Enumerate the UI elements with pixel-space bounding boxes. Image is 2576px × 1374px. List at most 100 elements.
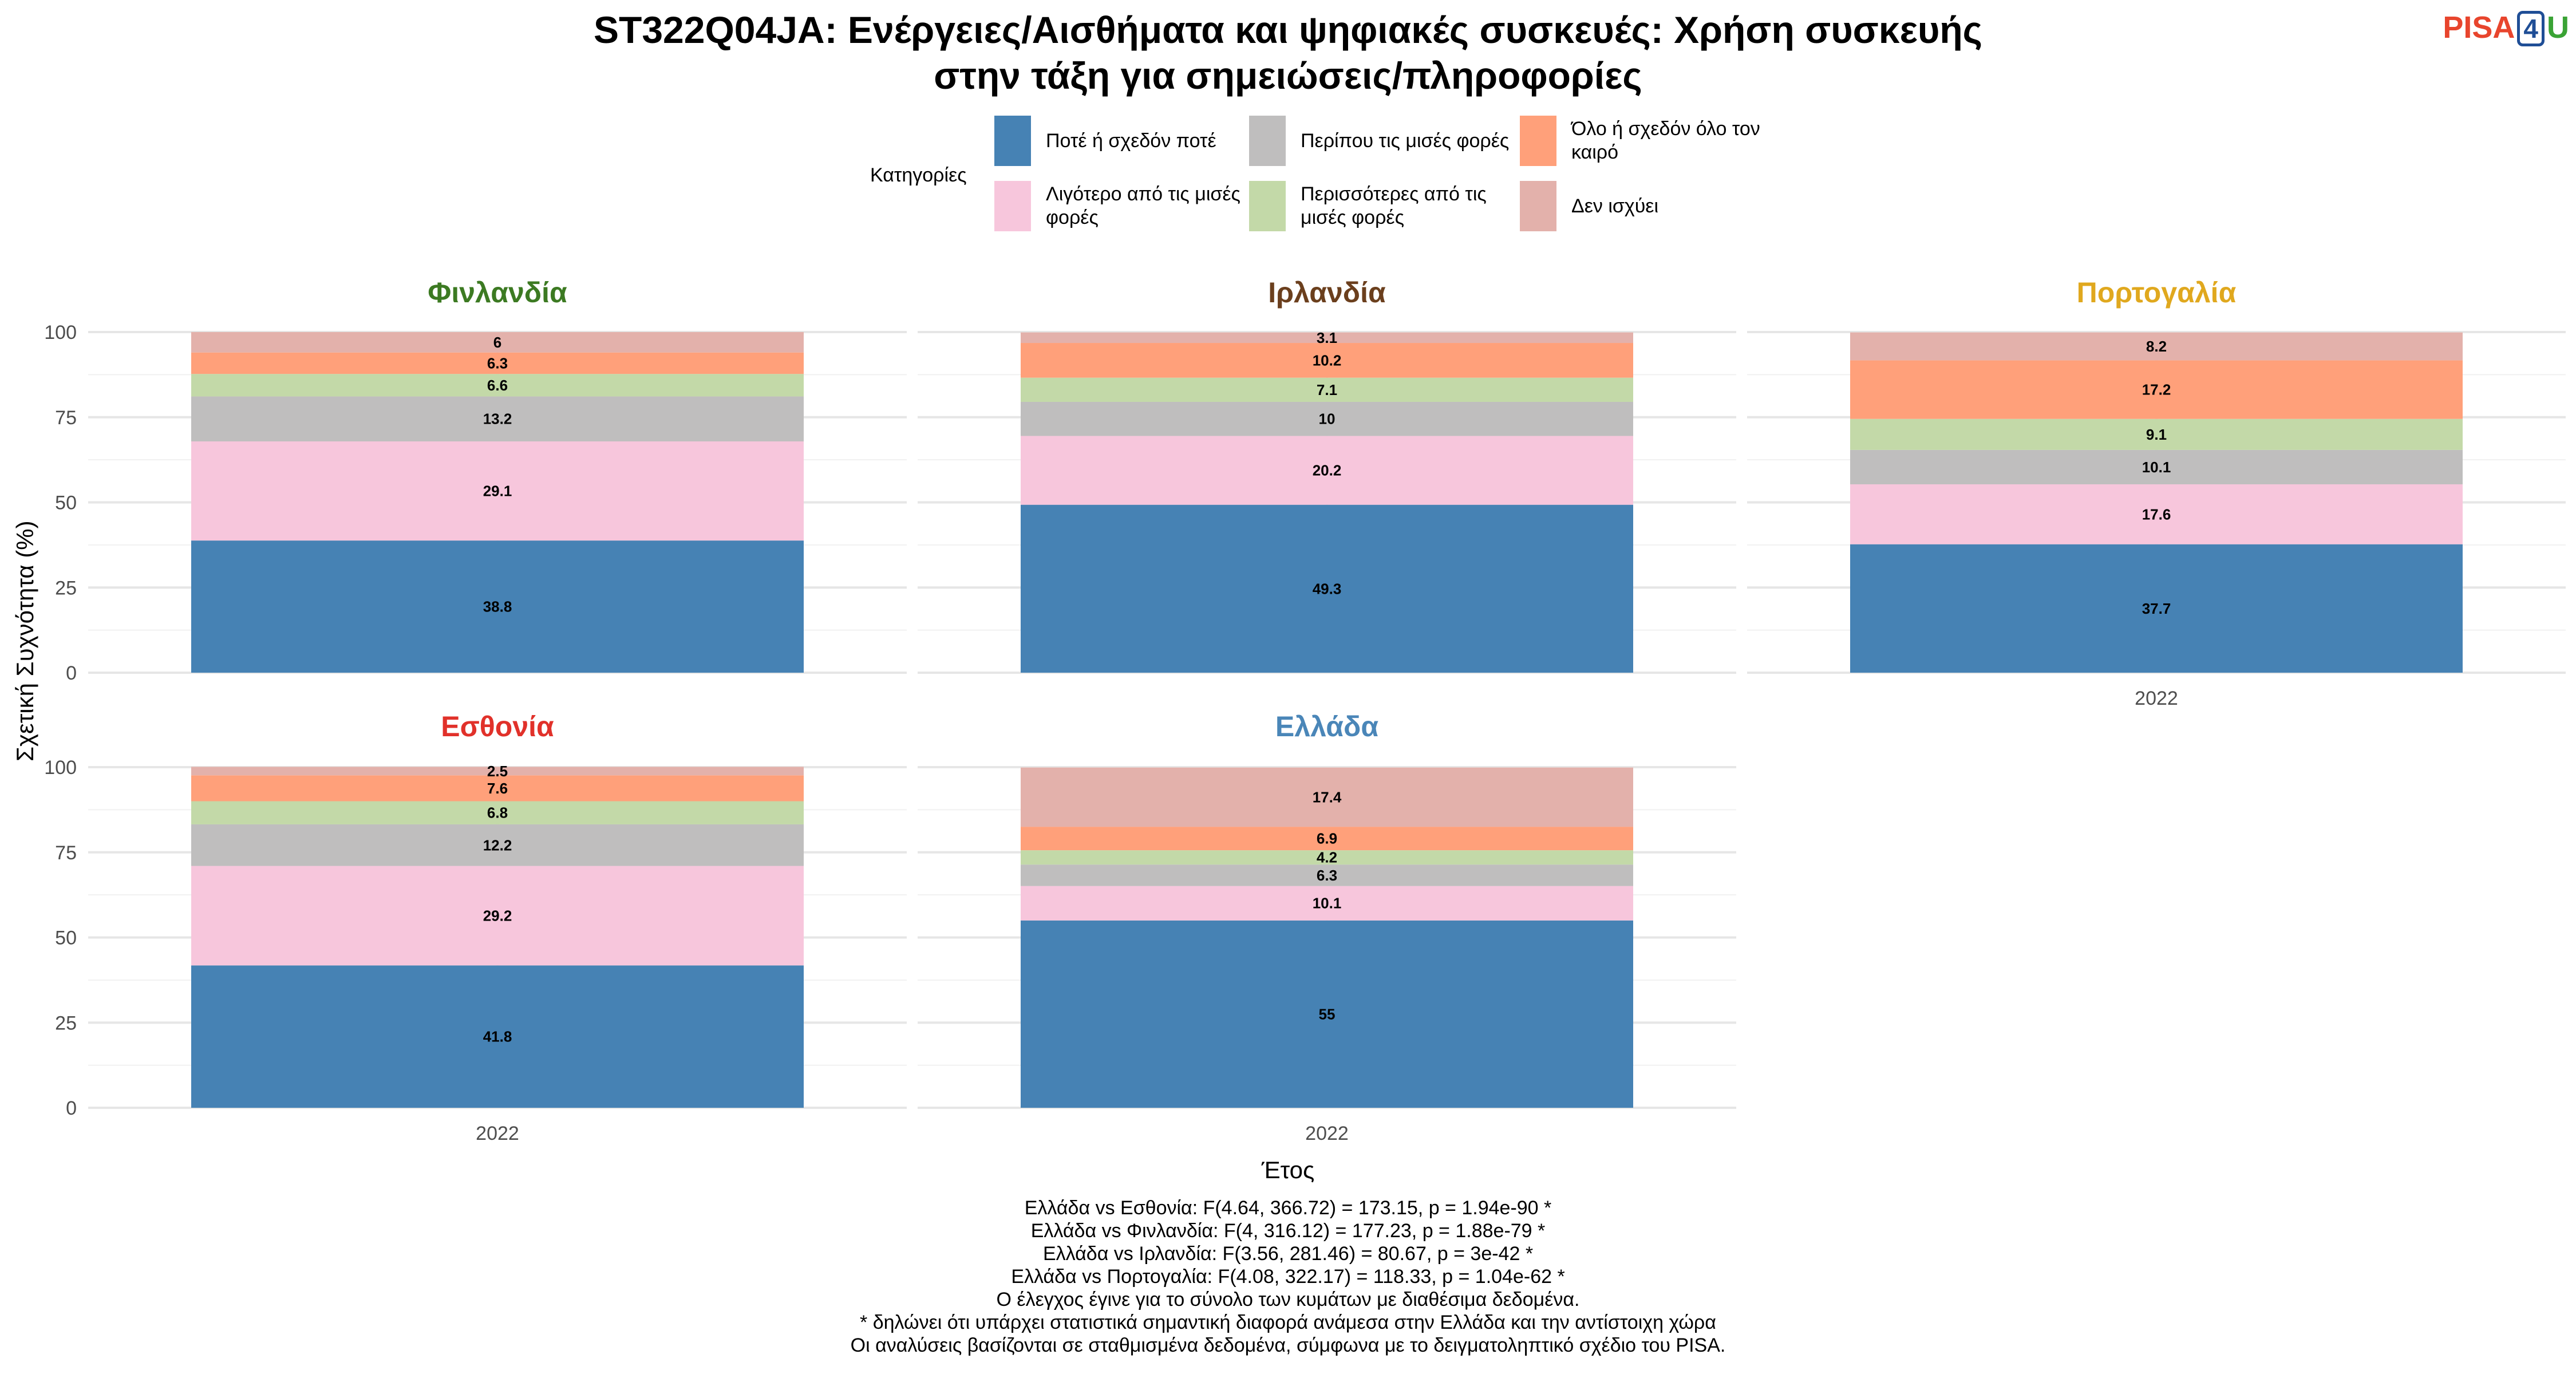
bar-segment-estonia-never [191,965,804,1108]
data-label-finland-more-than-half: 6.6 [487,377,508,394]
bar-segment-estonia-about-half [191,824,804,866]
y-tick-label: 0 [66,662,77,684]
data-label-greece-about-half: 6.3 [1317,867,1337,884]
data-label-finland-about-half: 13.2 [483,410,512,428]
legend-item-not-applicable: Δεν ισχύει [1520,181,1806,231]
bar-segment-estonia-always [191,775,804,802]
legend-key-never [994,116,1031,166]
bar-segment-finland-more-than-half [191,374,804,397]
data-label-estonia-not-applicable: 2.5 [487,763,508,780]
data-label-finland-not-applicable: 6 [493,334,501,351]
y-tick-label: 25 [55,1012,77,1034]
data-label-greece-always: 6.9 [1317,830,1337,847]
data-label-finland-less-than-half: 29.1 [483,483,512,500]
legend-key-not-applicable [1520,181,1556,231]
legend-item-never: Ποτέ ή σχεδόν ποτέ [994,116,1281,166]
data-label-ireland-not-applicable: 3.1 [1317,329,1337,346]
logo-text-u: U [2547,10,2569,45]
bar-segment-ireland-about-half [1021,401,1633,436]
legend-key-less-than-half [994,181,1031,231]
bar-segment-finland-always [191,352,804,374]
bar-segment-greece-about-half [1021,864,1633,886]
data-label-finland-never: 38.8 [483,598,512,615]
legend-item-less-than-half: Λιγότερο από τις μισές φορές [994,181,1281,231]
legend-label-never: Ποτέ ή σχεδόν ποτέ [1046,129,1216,152]
panel-title-portugal: Πορτογαλία [2076,277,2237,309]
x-axis-label: Έτος [1261,1156,1315,1183]
bar-segment-portugal-about-half [1850,449,2463,484]
pisa4u-logo: PISA 4 U [2443,10,2569,46]
bar-segment-estonia-not-applicable [191,767,804,776]
y-tick-label: 50 [55,927,77,949]
data-label-greece-more-than-half: 4.2 [1317,849,1337,866]
chart-title: ST322Q04JA: Ενέργειες/Αισθήματα και ψηφι… [0,7,2576,98]
data-label-greece-never: 55 [1319,1005,1336,1022]
y-axis-label: Σχετική Συχνότητα (%) [11,520,38,761]
panel-title-estonia: Εσθονία [441,710,554,743]
footer-line-significance-note: * δηλώνει ότι υπάρχει στατιστικά σημαντι… [860,1312,1716,1333]
panel-title-greece: Ελλάδα [1275,710,1379,743]
footer-line-greece-vs-portugal: Ελλάδα vs Πορτογαλία: F(4.08, 322.17) = … [1011,1266,1565,1288]
legend-label-more-than-half: Περισσότερες από τις μισές φορές [1301,183,1487,228]
data-label-ireland-less-than-half: 20.2 [1313,462,1342,479]
legend-key-more-than-half [1249,181,1286,231]
bar-segment-portugal-always [1850,360,2463,419]
panel-title-ireland: Ιρλανδία [1268,277,1386,309]
data-label-estonia-less-than-half: 29.2 [483,907,512,924]
legend-key-always [1520,116,1556,166]
legend-title: Κατηγορίες [870,164,967,186]
footer-line-test-note: Ο έλεγχος έγινε για το σύνολο των κυμάτω… [996,1289,1580,1310]
bar-segment-finland-not-applicable [191,332,804,353]
bar-segment-finland-about-half [191,396,804,441]
y-tick-label: 75 [55,407,77,429]
footer-line-weighting-note: Οι αναλύσεις βασίζονται σε σταθμισμένα δ… [850,1334,1726,1356]
bar-segment-ireland-always [1021,343,1633,378]
legend-label-always: Όλο ή σχεδόν όλο τον καιρό [1571,118,1760,163]
y-tick-label: 50 [55,492,77,514]
data-label-portugal-about-half: 10.1 [2142,459,2171,476]
bar-segment-ireland-never [1021,504,1633,673]
logo-text-4: 4 [2517,11,2545,46]
bar-segment-ireland-less-than-half [1021,436,1633,505]
x-tick-label: 2022 [1305,1123,1349,1144]
legend-item-always: Όλο ή σχεδόν όλο τον καιρό [1520,116,1806,166]
data-label-greece-less-than-half: 10.1 [1313,895,1342,912]
data-label-ireland-more-than-half: 7.1 [1317,381,1337,398]
logo-text-pisa: PISA [2443,10,2515,45]
legend-label-less-than-half: Λιγότερο από τις μισές φορές [1046,183,1240,228]
bar-segment-greece-more-than-half [1021,850,1633,865]
panel-title-finland: Φινλανδία [428,277,567,309]
data-label-estonia-more-than-half: 6.8 [487,804,508,822]
legend-label-not-applicable: Δεν ισχύει [1571,195,1659,217]
bar-segment-estonia-more-than-half [191,801,804,824]
x-tick-label: 2022 [2135,688,2178,709]
legend-label-about-half: Περίπου τις μισές φορές [1301,129,1510,152]
footer-line-greece-vs-finland: Ελλάδα vs Φινλανδία: F(4, 316.12) = 177.… [1030,1220,1546,1242]
bar-segment-greece-less-than-half [1021,886,1633,921]
legend-item-about-half: Περίπου τις μισές φορές [1249,116,1535,166]
bar-segment-portugal-never [1850,544,2463,673]
data-label-estonia-always: 7.6 [487,780,508,797]
bar-segment-greece-never [1021,920,1633,1108]
footer-notes: Ελλάδα vs Εσθονία: F(4.64, 366.72) = 173… [0,1197,2576,1357]
footer-line-greece-vs-estonia: Ελλάδα vs Εσθονία: F(4.64, 366.72) = 173… [1024,1197,1552,1219]
y-tick-label: 100 [44,757,77,779]
bar-segment-greece-not-applicable [1021,767,1633,827]
data-label-ireland-never: 49.3 [1313,580,1342,597]
data-label-portugal-never: 37.7 [2142,600,2171,617]
y-tick-label: 25 [55,577,77,599]
bar-segment-finland-never [191,540,804,673]
bar-segment-portugal-less-than-half [1850,484,2463,544]
bar-segment-finland-less-than-half [191,441,804,541]
data-label-estonia-about-half: 12.2 [483,836,512,854]
data-label-greece-not-applicable: 17.4 [1313,788,1342,806]
data-label-ireland-always: 10.2 [1313,352,1342,369]
y-tick-label: 0 [66,1097,77,1119]
bar-segment-ireland-more-than-half [1021,377,1633,402]
bar-segment-estonia-less-than-half [191,866,804,966]
data-label-portugal-more-than-half: 9.1 [2146,426,2167,443]
legend-item-more-than-half: Περισσότερες από τις μισές φορές [1249,181,1535,231]
footer-line-greece-vs-ireland: Ελλάδα vs Ιρλανδία: F(3.56, 281.46) = 80… [1042,1243,1534,1265]
x-tick-label: 2022 [476,1123,519,1144]
